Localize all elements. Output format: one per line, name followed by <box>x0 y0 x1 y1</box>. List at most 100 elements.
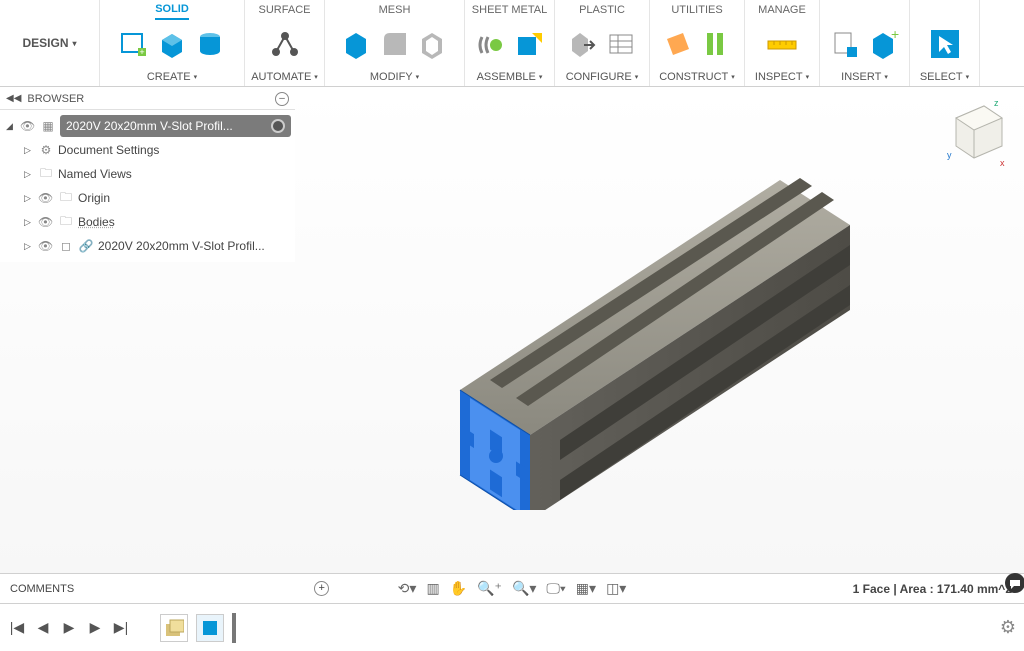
tab-manage[interactable]: MANAGE <box>758 1 806 19</box>
tree-row-docset[interactable]: ▷ ⚙ Document Settings <box>0 138 295 162</box>
tree-root-row[interactable]: ◢ 👁 ▦ 2020V 20x20mm V-Slot Profil... <box>0 114 295 138</box>
tree-label: Origin <box>78 191 110 205</box>
tab-mesh[interactable]: MESH <box>379 1 411 19</box>
browser-minimize-icon[interactable]: – <box>275 92 289 106</box>
visibility-icon[interactable]: 👁 <box>38 239 54 253</box>
ribbon-group-select: . SELECT <box>910 0 980 86</box>
caret-right-icon[interactable]: ▷ <box>24 241 34 252</box>
tree-label: Document Settings <box>58 143 159 157</box>
tab-solid[interactable]: SOLID <box>155 0 189 20</box>
change-parameters-icon[interactable] <box>567 28 599 60</box>
visibility-icon[interactable]: 👁 <box>38 215 54 229</box>
tab-utilities[interactable]: UTILITIES <box>671 1 722 19</box>
caret-down-icon[interactable]: ◢ <box>6 121 16 132</box>
group-label-configure[interactable]: CONFIGURE <box>566 68 639 86</box>
plane-icon[interactable] <box>662 28 694 60</box>
component-icon: ▦ <box>40 119 56 133</box>
group-label-create[interactable]: CREATE <box>147 68 197 86</box>
comments-label[interactable]: COMMENTS <box>10 583 74 595</box>
display-icon[interactable]: 🖵▾ <box>546 580 565 597</box>
caret-right-icon[interactable]: ▷ <box>24 145 34 156</box>
timeline-settings-icon[interactable]: ⚙ <box>1000 617 1016 638</box>
tree-label: Named Views <box>58 167 132 181</box>
tree-row-origin[interactable]: ▷ 👁 🗀 Origin <box>0 186 295 210</box>
group-label-inspect[interactable]: INSPECT <box>755 68 809 86</box>
tree-row-named-views[interactable]: ▷ 🗀 Named Views <box>0 162 295 186</box>
tree-row-component[interactable]: ▷ 👁 ◻ 🔗 2020V 20x20mm V-Slot Profil... <box>0 234 295 258</box>
timeline-feature-basefeature[interactable] <box>160 614 188 642</box>
selection-status: 1 Face | Area : 171.40 mm^2 <box>853 582 1012 596</box>
tab-sheetmetal[interactable]: SHEET METAL <box>472 1 547 19</box>
folder-icon: 🗀 <box>38 164 54 185</box>
model-body[interactable] <box>420 170 890 510</box>
group-label-select[interactable]: SELECT <box>920 68 969 86</box>
ribbon-group-automate: SURFACE AUTOMATE <box>245 0 325 86</box>
timeline-feature-extrude[interactable] <box>196 614 224 642</box>
new-sketch-icon[interactable]: + <box>118 28 150 60</box>
axis-icon[interactable] <box>700 28 732 60</box>
timeline-next-button[interactable]: ▶ <box>86 619 104 636</box>
ribbon-group-create: SOLID + CREATE <box>100 0 245 86</box>
timeline-end-button[interactable]: ▶| <box>112 619 130 636</box>
group-label-modify[interactable]: MODIFY <box>370 68 419 86</box>
select-icon[interactable] <box>929 28 961 60</box>
body-icon: ◻ <box>58 239 74 253</box>
add-comment-button[interactable]: + <box>314 581 329 596</box>
folder-icon: 🗀 <box>58 212 74 233</box>
shell-icon[interactable] <box>417 28 449 60</box>
insert-mcmaster-icon[interactable]: + <box>868 28 900 60</box>
workspace-label: DESIGN <box>22 36 68 50</box>
ribbon-group-modify: MESH MODIFY <box>325 0 465 86</box>
group-label-assemble[interactable]: ASSEMBLE <box>477 68 543 86</box>
press-pull-icon[interactable] <box>341 28 373 60</box>
gear-icon: ⚙ <box>38 143 54 157</box>
tab-surface[interactable]: SURFACE <box>259 1 311 19</box>
chevron-down-icon <box>884 73 888 81</box>
group-label-construct[interactable]: CONSTRUCT <box>659 68 735 86</box>
browser-collapse-icon[interactable]: ◀◀ <box>6 93 21 104</box>
visibility-icon[interactable]: 👁 <box>20 119 36 133</box>
create-box-icon[interactable] <box>156 28 188 60</box>
viewports-icon[interactable]: ◫▾ <box>606 580 626 597</box>
messages-icon[interactable] <box>1004 572 1024 594</box>
chevron-down-icon <box>416 73 420 81</box>
workspace-switcher[interactable]: DESIGN <box>0 0 100 86</box>
tree-row-bodies[interactable]: ▷ 👁 🗀 Bodies <box>0 210 295 234</box>
ribbon-group-construct: UTILITIES CONSTRUCT <box>650 0 745 86</box>
timeline-start-button[interactable]: |◀ <box>8 619 26 636</box>
timeline-marker[interactable] <box>232 613 236 643</box>
lookat-icon[interactable]: ▥ <box>426 580 439 597</box>
timeline-prev-button[interactable]: ◀ <box>34 619 52 636</box>
automate-icon[interactable] <box>269 28 301 60</box>
axis-z-label: z <box>994 98 999 108</box>
tree-root-label: 2020V 20x20mm V-Slot Profil... <box>66 119 267 133</box>
ribbon-group-insert: . + INSERT <box>820 0 910 86</box>
measure-icon[interactable] <box>766 28 798 60</box>
orbit-icon[interactable]: ⟲▾ <box>398 580 417 597</box>
chevron-down-icon <box>314 73 318 81</box>
fillet-icon[interactable] <box>379 28 411 60</box>
activate-radio-icon[interactable] <box>271 119 285 133</box>
insert-derive-icon[interactable] <box>830 28 862 60</box>
group-label-automate[interactable]: AUTOMATE <box>251 68 318 86</box>
joint-icon[interactable] <box>475 28 507 60</box>
tree-label: Bodies <box>78 215 115 229</box>
configure-table-icon[interactable] <box>605 28 637 60</box>
group-label-insert[interactable]: INSERT <box>841 68 888 86</box>
caret-right-icon[interactable]: ▷ <box>24 217 34 228</box>
ribbon-group-configure: PLASTIC CONFIGURE <box>555 0 650 86</box>
grid-icon[interactable]: ▦▾ <box>576 580 596 597</box>
chevron-down-icon <box>635 73 639 81</box>
axis-y-label: y <box>947 150 952 160</box>
tab-plastic[interactable]: PLASTIC <box>579 1 625 19</box>
caret-right-icon[interactable]: ▷ <box>24 193 34 204</box>
timeline-play-button[interactable]: ▶ <box>60 619 78 636</box>
new-component-icon[interactable] <box>513 28 545 60</box>
visibility-icon[interactable]: 👁 <box>38 191 54 205</box>
create-cylinder-icon[interactable] <box>194 28 226 60</box>
zoom-icon[interactable]: 🔍⁺ <box>477 580 502 597</box>
fit-icon[interactable]: 🔍▾ <box>512 580 536 597</box>
pan-icon[interactable]: ✋ <box>450 580 467 597</box>
viewcube[interactable]: z y x <box>944 96 1008 170</box>
caret-right-icon[interactable]: ▷ <box>24 169 34 180</box>
